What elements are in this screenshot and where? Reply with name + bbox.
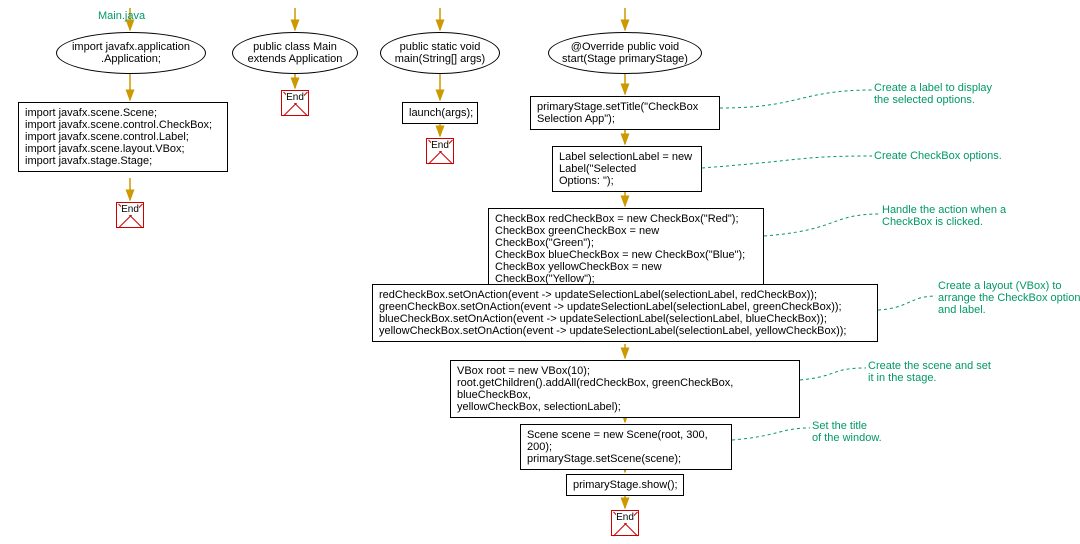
comment-2: Create CheckBox options. — [874, 150, 1002, 162]
comment-4: Create a layout (VBox) to arrange the Ch… — [938, 280, 1080, 316]
imports-box: import javafx.scene.Scene; import javafx… — [18, 102, 228, 172]
end-icon: End — [281, 90, 309, 116]
end-icon: End — [611, 510, 639, 536]
step-checkboxes: CheckBox redCheckBox = new CheckBox("Red… — [488, 208, 764, 290]
ellipse-text: public class Main extends Application — [248, 41, 343, 65]
step-settitle: primaryStage.setTitle("CheckBox Selectio… — [530, 96, 720, 130]
step-vbox: VBox root = new VBox(10); root.getChildr… — [450, 360, 800, 418]
step-show: primaryStage.show(); — [566, 474, 684, 496]
step-actions: redCheckBox.setOnAction(event -> updateS… — [372, 284, 878, 342]
ellipse-class: public class Main extends Application — [232, 32, 358, 74]
comment-1: Create a label to display the selected o… — [874, 82, 992, 106]
ellipse-import-app: import javafx.application .Application; — [56, 32, 206, 74]
ellipse-main: public static void main(String[] args) — [380, 32, 500, 74]
step-label: Label selectionLabel = new Label("Select… — [552, 146, 702, 192]
ellipse-text: @Override public void start(Stage primar… — [562, 41, 688, 65]
ellipse-text: import javafx.application .Application; — [72, 41, 190, 65]
step-scene: Scene scene = new Scene(root, 300, 200);… — [520, 424, 732, 470]
file-title: Main.java — [98, 10, 145, 22]
end-icon: End — [116, 202, 144, 228]
ellipse-start: @Override public void start(Stage primar… — [548, 32, 702, 74]
ellipse-text: public static void main(String[] args) — [395, 41, 485, 65]
comment-3: Handle the action when a CheckBox is cli… — [882, 204, 1006, 228]
comment-5: Create the scene and set it in the stage… — [868, 360, 991, 384]
end-icon: End — [426, 138, 454, 164]
comment-6: Set the title of the window. — [812, 420, 882, 444]
launch-box: launch(args); — [402, 102, 478, 124]
